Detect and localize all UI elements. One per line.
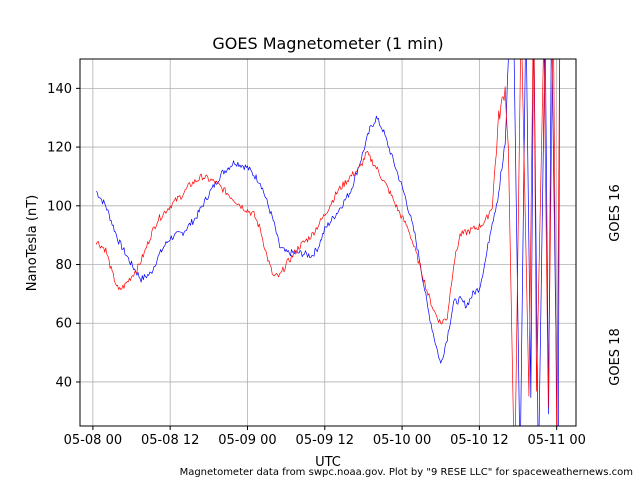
x-tick-label: 05-08 12 xyxy=(141,433,199,448)
y-axis: 40 60 80 100 120 140 xyxy=(47,82,80,390)
y-tick-label: 100 xyxy=(47,199,72,214)
y-tick-label: 80 xyxy=(55,258,72,273)
x-tick-label: 05-09 00 xyxy=(218,433,276,448)
x-tick-label: 05-09 12 xyxy=(296,433,354,448)
x-tick-label: 05-10 00 xyxy=(373,433,431,448)
y-axis-label: NanoTesla (nT) xyxy=(25,195,40,291)
series-line-goes-18 xyxy=(95,59,560,426)
x-tick-label: 05-08 00 xyxy=(64,433,122,448)
series-label-goes-16: GOES 16 xyxy=(608,184,623,241)
plot-area xyxy=(95,59,561,426)
x-tick-label: 05-11 00 xyxy=(527,433,585,448)
grid xyxy=(80,59,576,426)
series-line-goes-16 xyxy=(95,59,561,426)
data-credit: Magnetometer data from swpc.noaa.gov. Pl… xyxy=(180,467,633,478)
series-label-goes-18: GOES 18 xyxy=(608,328,623,385)
y-tick-label: 40 xyxy=(55,375,72,390)
y-tick-label: 140 xyxy=(47,82,72,97)
y-tick-label: 60 xyxy=(55,317,72,332)
x-axis-label: UTC xyxy=(315,455,341,470)
chart-title: GOES Magnetometer (1 min) xyxy=(212,34,443,53)
x-axis: 05-08 00 05-08 12 05-09 00 05-09 12 05-10 00… xyxy=(64,426,586,448)
x-tick-label: 05-10 12 xyxy=(450,433,508,448)
series-layer xyxy=(95,59,561,426)
plot-frame xyxy=(79,58,577,427)
y-tick-label: 120 xyxy=(47,141,72,156)
